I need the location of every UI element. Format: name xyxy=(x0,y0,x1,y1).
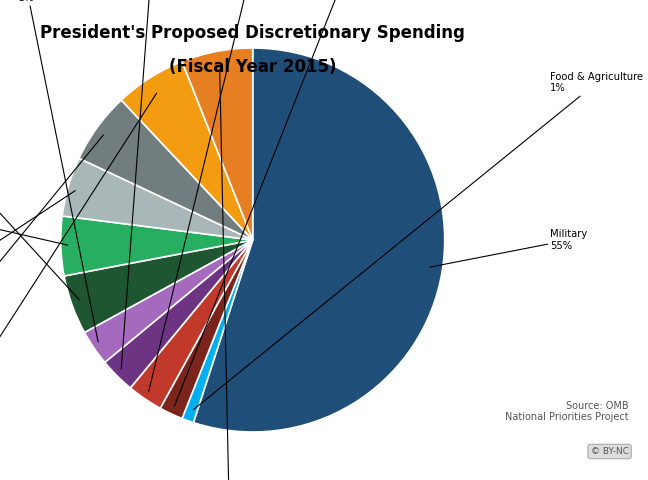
Text: Source: OMB
National Priorities Project: Source: OMB National Priorities Project xyxy=(505,401,629,422)
Wedge shape xyxy=(61,216,253,276)
Text: Food & Agriculture
1%: Food & Agriculture 1% xyxy=(193,72,643,410)
Text: Energy &
Environment
3%: Energy & Environment 3% xyxy=(0,0,98,342)
Wedge shape xyxy=(84,240,253,362)
Wedge shape xyxy=(121,61,253,240)
Wedge shape xyxy=(160,240,253,419)
Text: Medicare  & Health
5%: Medicare & Health 5% xyxy=(0,195,67,245)
Text: Veterans' Benefits
6%: Veterans' Benefits 6% xyxy=(0,93,157,458)
Wedge shape xyxy=(79,100,253,240)
Wedge shape xyxy=(105,240,253,388)
Wedge shape xyxy=(182,240,253,422)
Text: Education
6%: Education 6% xyxy=(205,69,255,480)
Wedge shape xyxy=(130,240,253,408)
Text: President's Proposed Discretionary Spending: President's Proposed Discretionary Spend… xyxy=(40,24,465,42)
Wedge shape xyxy=(64,240,253,333)
Text: (Fiscal Year 2015): (Fiscal Year 2015) xyxy=(169,58,336,76)
Text: © BY-NC: © BY-NC xyxy=(590,447,629,456)
Wedge shape xyxy=(182,48,253,240)
Wedge shape xyxy=(193,48,445,432)
Wedge shape xyxy=(62,158,253,240)
Text: Government
6%: Government 6% xyxy=(0,135,104,381)
Text: Housing &
Community
5%: Housing & Community 5% xyxy=(0,191,75,314)
Text: Social Security,
Unemployment &
Labor
5%: Social Security, Unemployment & Labor 5% xyxy=(0,79,79,300)
Text: Military
55%: Military 55% xyxy=(430,229,588,267)
Text: Transportation
2%: Transportation 2% xyxy=(174,0,389,406)
Text: International  Affairs
3%: International Affairs 3% xyxy=(102,0,204,369)
Text: Science
3%: Science 3% xyxy=(148,0,276,391)
